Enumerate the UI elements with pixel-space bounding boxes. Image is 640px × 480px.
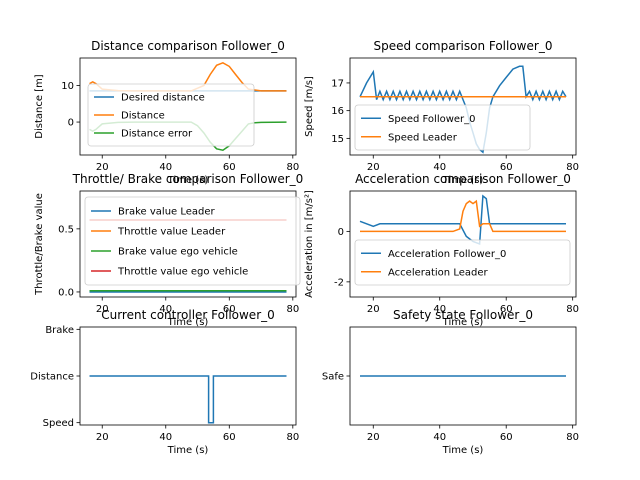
legend-entry: Speed Follower_0 bbox=[388, 114, 476, 125]
legend-entry: Brake value ego vehicle bbox=[118, 247, 238, 258]
x-tick-label: 20 bbox=[96, 432, 109, 443]
y-tick-label: 16 bbox=[331, 106, 344, 117]
legend: Desired distance Distance Distance error bbox=[88, 84, 254, 146]
chart-title: Distance comparison Follower_0 bbox=[91, 39, 285, 53]
x-axis-label: Time (s) bbox=[442, 445, 484, 456]
y-axis-label: Speed [m/s] bbox=[304, 76, 315, 137]
y-tick-label: Distance bbox=[30, 372, 74, 383]
legend: Speed Follower_0 Speed Leader bbox=[355, 105, 530, 150]
legend-box bbox=[355, 105, 530, 150]
chart-title: Safety state Follower_0 bbox=[393, 308, 533, 322]
y-axis-label: Acceleration in [m/s²] bbox=[304, 190, 315, 298]
y-tick-label: 10 bbox=[61, 81, 74, 92]
x-tick-label: 20 bbox=[367, 304, 380, 315]
legend-entry: Throttle value ego vehicle bbox=[117, 267, 248, 278]
x-tick-label: 80 bbox=[286, 432, 299, 443]
y-tick-label: 15 bbox=[331, 134, 344, 145]
legend: Brake value Leader Throttle value Leader B… bbox=[85, 197, 300, 285]
y-tick-label: 0 bbox=[68, 118, 74, 129]
y-tick-label: 0.5 bbox=[58, 224, 74, 235]
x-tick-label: 20 bbox=[367, 432, 380, 443]
x-tick-label: 80 bbox=[566, 432, 579, 443]
y-tick-label: Brake bbox=[45, 325, 74, 336]
legend-entry: Brake value Leader bbox=[118, 207, 216, 218]
x-tick-label: 60 bbox=[223, 432, 236, 443]
x-tick-label: 60 bbox=[500, 432, 513, 443]
legend-entry: Distance bbox=[121, 111, 165, 122]
y-tick-label: Safe bbox=[322, 372, 344, 383]
x-tick-label: 40 bbox=[433, 432, 446, 443]
x-tick-label: 80 bbox=[566, 304, 579, 315]
x-tick-label: 80 bbox=[286, 304, 299, 315]
chart-title: Throttle/ Brake comparison Follower_0 bbox=[72, 172, 304, 186]
legend-entry: Acceleration Follower_0 bbox=[388, 249, 506, 260]
y-tick-label: -2 bbox=[334, 277, 344, 288]
y-axis-label: Distance [m] bbox=[34, 74, 45, 139]
chart-title: Current controller Follower_0 bbox=[101, 308, 275, 322]
chart-p5: 20 40 60 80 Speed Distance Brake Current contro… bbox=[30, 308, 299, 456]
legend-entry: Throttle value Leader bbox=[117, 227, 226, 238]
legend-entry: Distance error bbox=[121, 129, 193, 140]
chart-title: Acceleration comparison Follower_0 bbox=[355, 172, 571, 186]
y-tick-label: Speed bbox=[43, 418, 74, 429]
x-axis-label: Time (s) bbox=[167, 445, 209, 456]
legend-entry: Desired distance bbox=[121, 93, 205, 104]
y-tick-label: 0 bbox=[338, 227, 344, 238]
legend-entry: Speed Leader bbox=[388, 132, 458, 143]
legend: Acceleration Follower_0 Acceleration Lead… bbox=[355, 240, 570, 285]
y-axis-label: Throttle/Brake value bbox=[34, 193, 45, 296]
y-tick-label: 17 bbox=[331, 78, 344, 89]
y-tick-label: 0.0 bbox=[58, 287, 74, 298]
legend-box bbox=[355, 240, 570, 285]
legend-entry: Acceleration Leader bbox=[388, 267, 488, 278]
chart-title: Speed comparison Follower_0 bbox=[374, 39, 553, 53]
chart-p6: 20 40 60 80 Safe Safety state Follower_0 Time … bbox=[322, 308, 579, 456]
x-tick-label: 40 bbox=[159, 432, 172, 443]
